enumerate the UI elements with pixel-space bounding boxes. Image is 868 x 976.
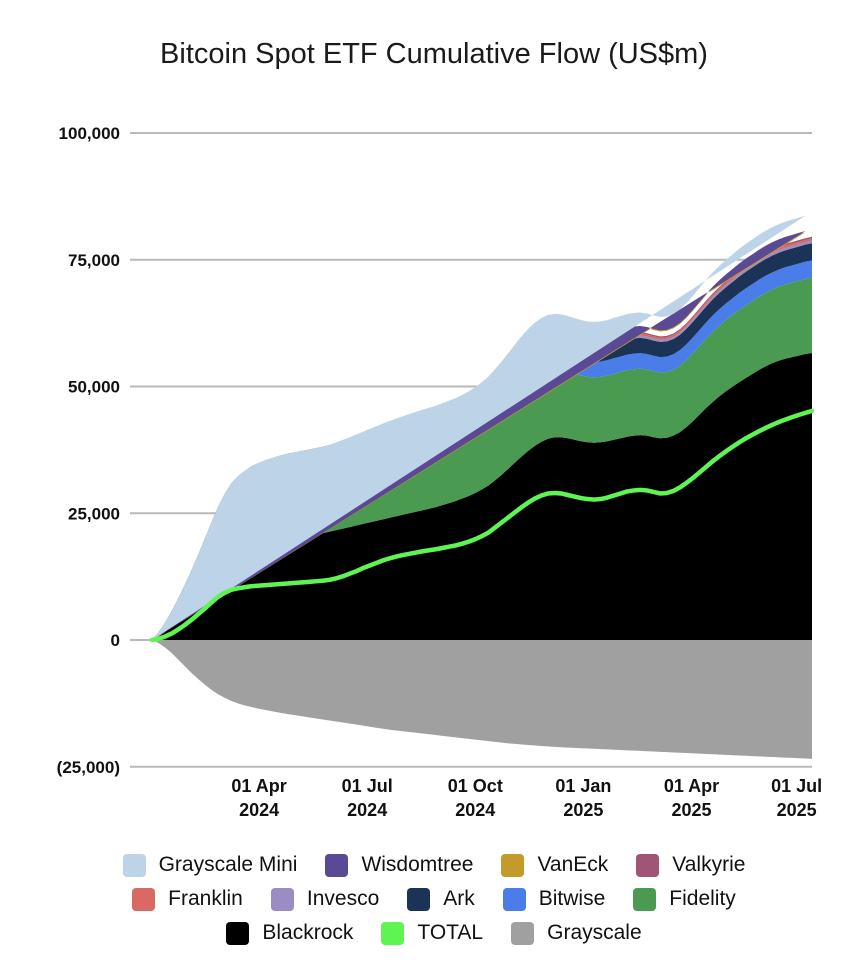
legend-label: Valkyrie xyxy=(672,853,746,876)
area-blackrock xyxy=(152,353,812,640)
area-vaneck xyxy=(152,232,806,641)
area-ark xyxy=(152,243,812,640)
x-tick-label: 01 Jul xyxy=(771,776,822,796)
legend-swatch-icon xyxy=(407,887,431,911)
x-axis-tick-labels: 01 Apr 2024 01 Jul 2024 01 Oct 2024 01 Jan 2025… xyxy=(231,776,822,820)
chart-legend: Grayscale Mini Wisdomtree VanEck Valkyrie Fr… xyxy=(0,848,868,950)
y-tick-label: 0 xyxy=(111,631,120,650)
x-tick-label: 01 Jul xyxy=(342,776,393,796)
y-tick-label: (25,000) xyxy=(57,758,120,777)
legend-label: Grayscale Mini xyxy=(158,853,298,876)
y-axis-tick-labels: 100,000 75,000 50,000 25,000 0 (25,000) xyxy=(57,124,120,777)
legend-row: Franklin Invesco Ark Bitwise Fidelity xyxy=(0,882,868,916)
x-tick-label-year: 2024 xyxy=(455,800,495,820)
x-tick-label-year: 2024 xyxy=(239,800,279,820)
legend-item-blackrock[interactable]: Blackrock xyxy=(226,921,353,945)
legend-label: VanEck xyxy=(537,853,609,876)
legend-item-wisdomtree[interactable]: Wisdomtree xyxy=(325,853,473,877)
legend-swatch-icon xyxy=(636,853,660,877)
legend-item-grayscale[interactable]: Grayscale xyxy=(511,921,642,945)
y-tick-label: 100,000 xyxy=(59,124,120,143)
legend-item-invesco[interactable]: Invesco xyxy=(270,887,380,911)
legend-label: Wisdomtree xyxy=(361,853,474,876)
total-line xyxy=(149,408,815,643)
legend-swatch-icon xyxy=(132,887,156,911)
legend-swatch-icon xyxy=(270,887,294,911)
legend-label: Invesco xyxy=(306,887,380,910)
legend-swatch-icon xyxy=(325,853,349,877)
x-tick-label: 01 Oct xyxy=(448,776,503,796)
x-tick-label: 01 Apr xyxy=(664,776,719,796)
legend-item-vaneck[interactable]: VanEck xyxy=(501,853,608,877)
x-tick-label-year: 2025 xyxy=(671,800,711,820)
legend-swatch-icon xyxy=(633,887,657,911)
chart-title: Bitcoin Spot ETF Cumulative Flow (US$m) xyxy=(160,38,708,70)
y-tick-label: 75,000 xyxy=(68,251,120,270)
legend-swatch-icon xyxy=(381,921,405,945)
legend-swatch-icon xyxy=(502,887,526,911)
area-bitwise xyxy=(152,260,812,640)
legend-label: Franklin xyxy=(168,887,243,910)
legend-row: Grayscale Mini Wisdomtree VanEck Valkyrie xyxy=(0,848,868,882)
y-tick-label: 25,000 xyxy=(68,504,120,523)
legend-item-franklin[interactable]: Franklin xyxy=(132,887,243,911)
legend-item-total[interactable]: TOTAL xyxy=(381,921,483,945)
area-wisdomtree xyxy=(152,230,806,640)
legend-item-grayscale-mini[interactable]: Grayscale Mini xyxy=(122,853,298,877)
area-grayscale-mini xyxy=(152,215,806,640)
x-tick-label: 01 Jan xyxy=(555,776,611,796)
legend-label: Blackrock xyxy=(262,921,354,944)
legend-label: Bitwise xyxy=(538,887,606,910)
legend-label: Fidelity xyxy=(669,887,736,910)
area-fidelity xyxy=(152,277,812,640)
area-grayscale xyxy=(152,640,812,759)
legend-label: Ark xyxy=(443,887,475,910)
legend-swatch-icon xyxy=(511,921,535,945)
x-tick-label-year: 2024 xyxy=(347,800,387,820)
x-tick-label-year: 2025 xyxy=(563,800,603,820)
y-tick-label: 50,000 xyxy=(68,378,120,397)
stacked-area-chart: 100,000 75,000 50,000 25,000 0 (25,000) 01 Ap… xyxy=(57,124,822,820)
x-tick-label: 01 Apr xyxy=(231,776,286,796)
legend-label: TOTAL xyxy=(417,921,484,944)
legend-item-valkyrie[interactable]: Valkyrie xyxy=(636,853,745,877)
legend-swatch-icon xyxy=(226,921,250,945)
legend-label: Grayscale xyxy=(547,921,642,944)
legend-swatch-icon xyxy=(501,853,525,877)
total-flow-line xyxy=(149,408,815,643)
legend-item-bitwise[interactable]: Bitwise xyxy=(502,887,606,911)
legend-item-ark[interactable]: Ark xyxy=(407,887,475,911)
legend-item-fidelity[interactable]: Fidelity xyxy=(633,887,736,911)
x-tick-label-year: 2025 xyxy=(777,800,817,820)
legend-row: Blackrock TOTAL Grayscale xyxy=(0,916,868,950)
area-series-group xyxy=(152,215,812,759)
legend-swatch-icon xyxy=(122,853,146,877)
